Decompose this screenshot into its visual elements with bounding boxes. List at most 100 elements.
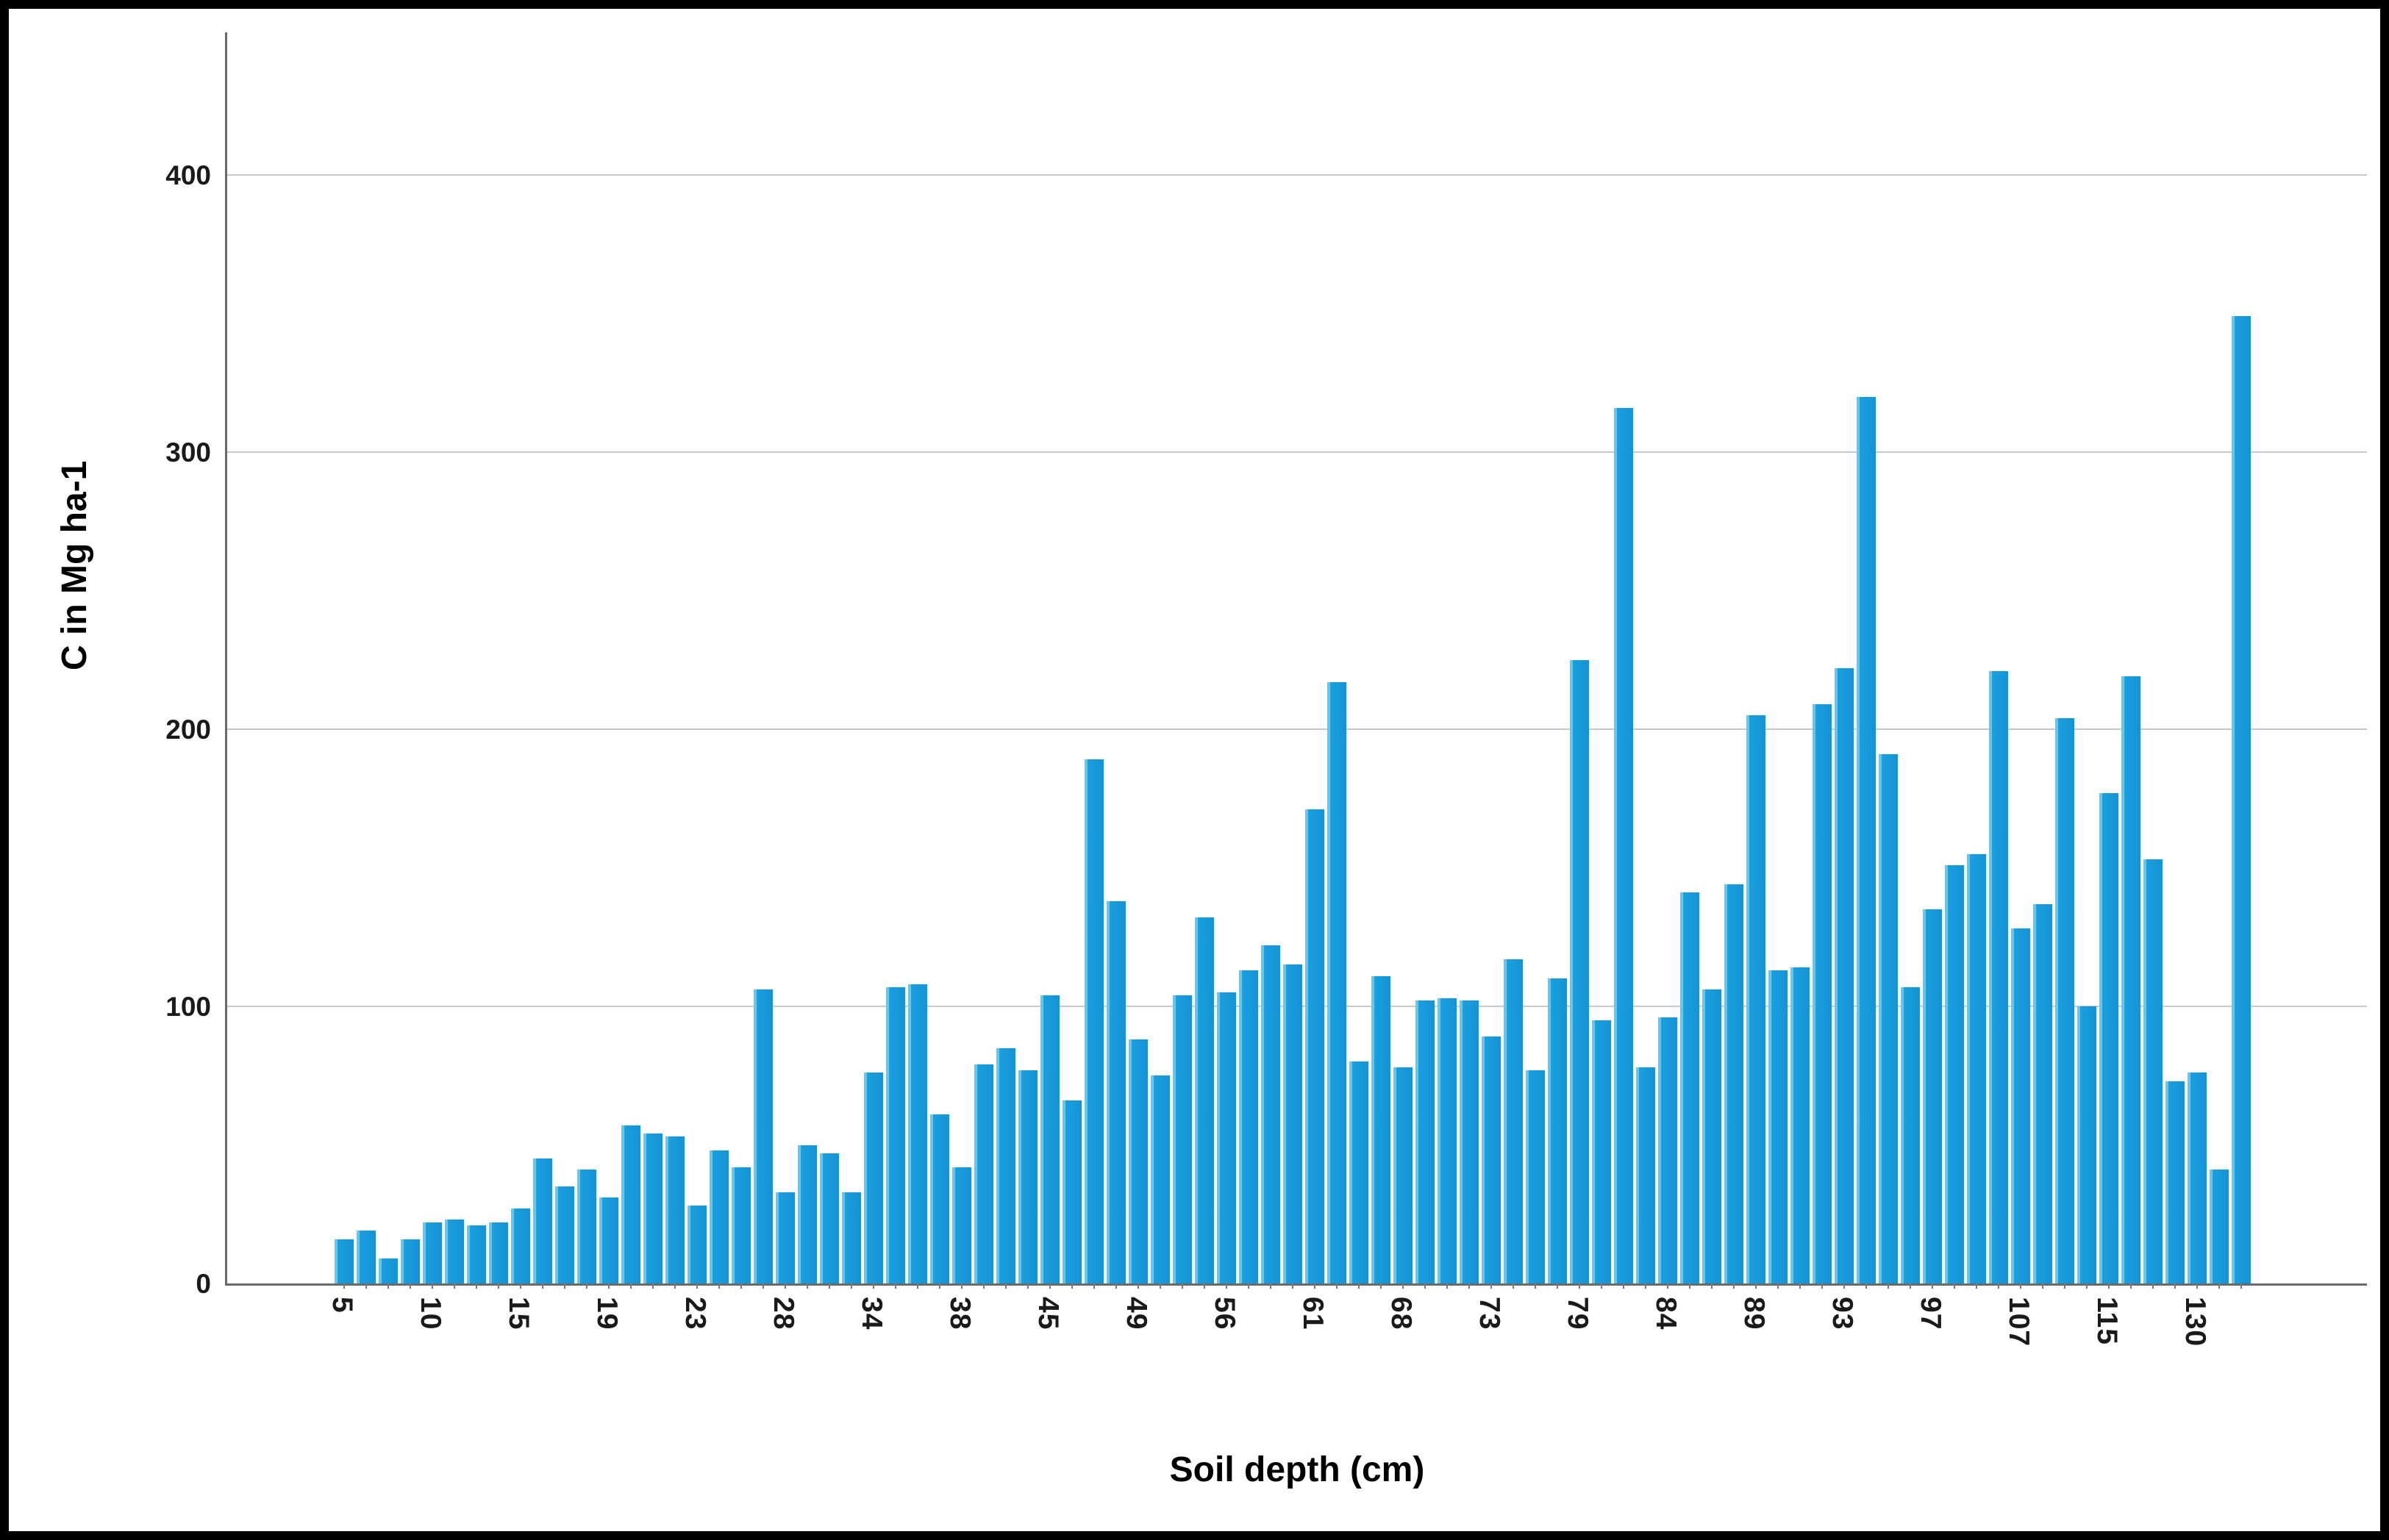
bar <box>2165 1081 2185 1283</box>
bar <box>1592 1020 1611 1283</box>
x-tick-label-130: 130 <box>2179 1297 2211 1347</box>
category-tick <box>1314 1283 1315 1289</box>
bar <box>2077 1006 2096 1283</box>
category-tick <box>1843 1283 1845 1289</box>
bar <box>1548 978 1567 1283</box>
category-tick <box>1027 1283 1029 1289</box>
bar <box>1768 970 1788 1283</box>
category-tick <box>542 1283 543 1289</box>
category-tick <box>1976 1283 1977 1289</box>
bar <box>1857 396 1876 1283</box>
bar <box>1526 1070 1545 1283</box>
x-tick-label-89: 89 <box>1738 1297 1770 1331</box>
category-tick <box>1336 1283 1338 1289</box>
category-tick <box>939 1283 940 1289</box>
category-tick <box>1667 1283 1668 1289</box>
x-tick-label-61: 61 <box>1297 1297 1329 1331</box>
category-tick <box>983 1283 985 1289</box>
bar <box>1636 1067 1655 1283</box>
bar <box>1217 992 1236 1283</box>
bar <box>798 1145 817 1283</box>
category-tick <box>1380 1283 1382 1289</box>
category-tick <box>1865 1283 1867 1289</box>
bar <box>1261 945 1280 1283</box>
bar <box>776 1192 795 1283</box>
x-tick-label-68: 68 <box>1385 1297 1417 1331</box>
category-tick <box>1910 1283 1911 1289</box>
category-tick <box>520 1283 521 1289</box>
bar <box>864 1072 883 1283</box>
category-tick <box>1049 1283 1051 1289</box>
category-tick <box>432 1283 433 1289</box>
bar <box>621 1125 640 1283</box>
category-tick <box>365 1283 367 1289</box>
bar <box>1680 892 1699 1283</box>
category-tick <box>2130 1283 2132 1289</box>
bar <box>2099 792 2118 1283</box>
category-tick <box>1160 1283 1161 1289</box>
x-axis-title: Soil depth (cm) <box>1169 1450 1425 1489</box>
category-tick <box>1998 1283 1999 1289</box>
category-tick <box>1226 1283 1227 1289</box>
y-tick-label-200: 200 <box>165 715 211 745</box>
bar <box>1923 909 1942 1283</box>
bar <box>1570 659 1589 1283</box>
bar <box>1107 900 1126 1283</box>
bar <box>1879 753 1898 1283</box>
bar <box>886 986 905 1283</box>
bar <box>665 1136 685 1283</box>
category-tick <box>1490 1283 1492 1289</box>
bar <box>1835 668 1854 1283</box>
bar <box>1945 864 1964 1283</box>
gridline-400 <box>227 174 2367 176</box>
category-tick <box>1138 1283 1139 1289</box>
category-tick <box>343 1283 345 1289</box>
x-tick-label-10: 10 <box>415 1297 446 1331</box>
bar <box>1790 967 1810 1283</box>
category-tick <box>1204 1283 1205 1289</box>
category-tick <box>454 1283 455 1289</box>
category-tick <box>498 1283 499 1289</box>
category-tick <box>1535 1283 1536 1289</box>
bar <box>401 1239 420 1283</box>
category-tick <box>1579 1283 1580 1289</box>
category-tick <box>1623 1283 1624 1289</box>
bar <box>379 1258 398 1283</box>
category-tick <box>410 1283 411 1289</box>
bar <box>2121 676 2140 1283</box>
category-tick <box>1071 1283 1073 1289</box>
category-tick <box>1093 1283 1095 1289</box>
y-tick-label-0: 0 <box>196 1269 211 1299</box>
bar <box>710 1150 729 1283</box>
category-tick <box>1954 1283 1955 1289</box>
y-tick-label-400: 400 <box>165 160 211 190</box>
category-tick <box>674 1283 676 1289</box>
category-tick <box>1755 1283 1757 1289</box>
bar <box>533 1158 552 1283</box>
bar <box>555 1186 574 1283</box>
category-tick <box>740 1283 742 1289</box>
bar <box>511 1208 530 1283</box>
category-tick <box>1005 1283 1007 1289</box>
bar <box>423 1222 442 1283</box>
bar <box>1614 407 1633 1283</box>
bar <box>643 1133 663 1283</box>
bar <box>2210 1170 2229 1283</box>
bar <box>1327 681 1346 1283</box>
bar <box>2055 717 2074 1283</box>
category-tick <box>961 1283 963 1289</box>
bar <box>2011 928 2030 1283</box>
bar <box>2033 903 2052 1283</box>
category-tick <box>2152 1283 2154 1289</box>
bar <box>1085 759 1104 1283</box>
category-tick <box>1182 1283 1183 1289</box>
category-tick <box>2020 1283 2021 1289</box>
bar <box>1989 670 2008 1283</box>
category-tick <box>1468 1283 1470 1289</box>
x-tick-label-45: 45 <box>1032 1297 1064 1331</box>
bar <box>1239 970 1258 1283</box>
bar <box>1702 989 1721 1283</box>
x-tick-label-23: 23 <box>679 1297 711 1331</box>
category-tick <box>1513 1283 1514 1289</box>
